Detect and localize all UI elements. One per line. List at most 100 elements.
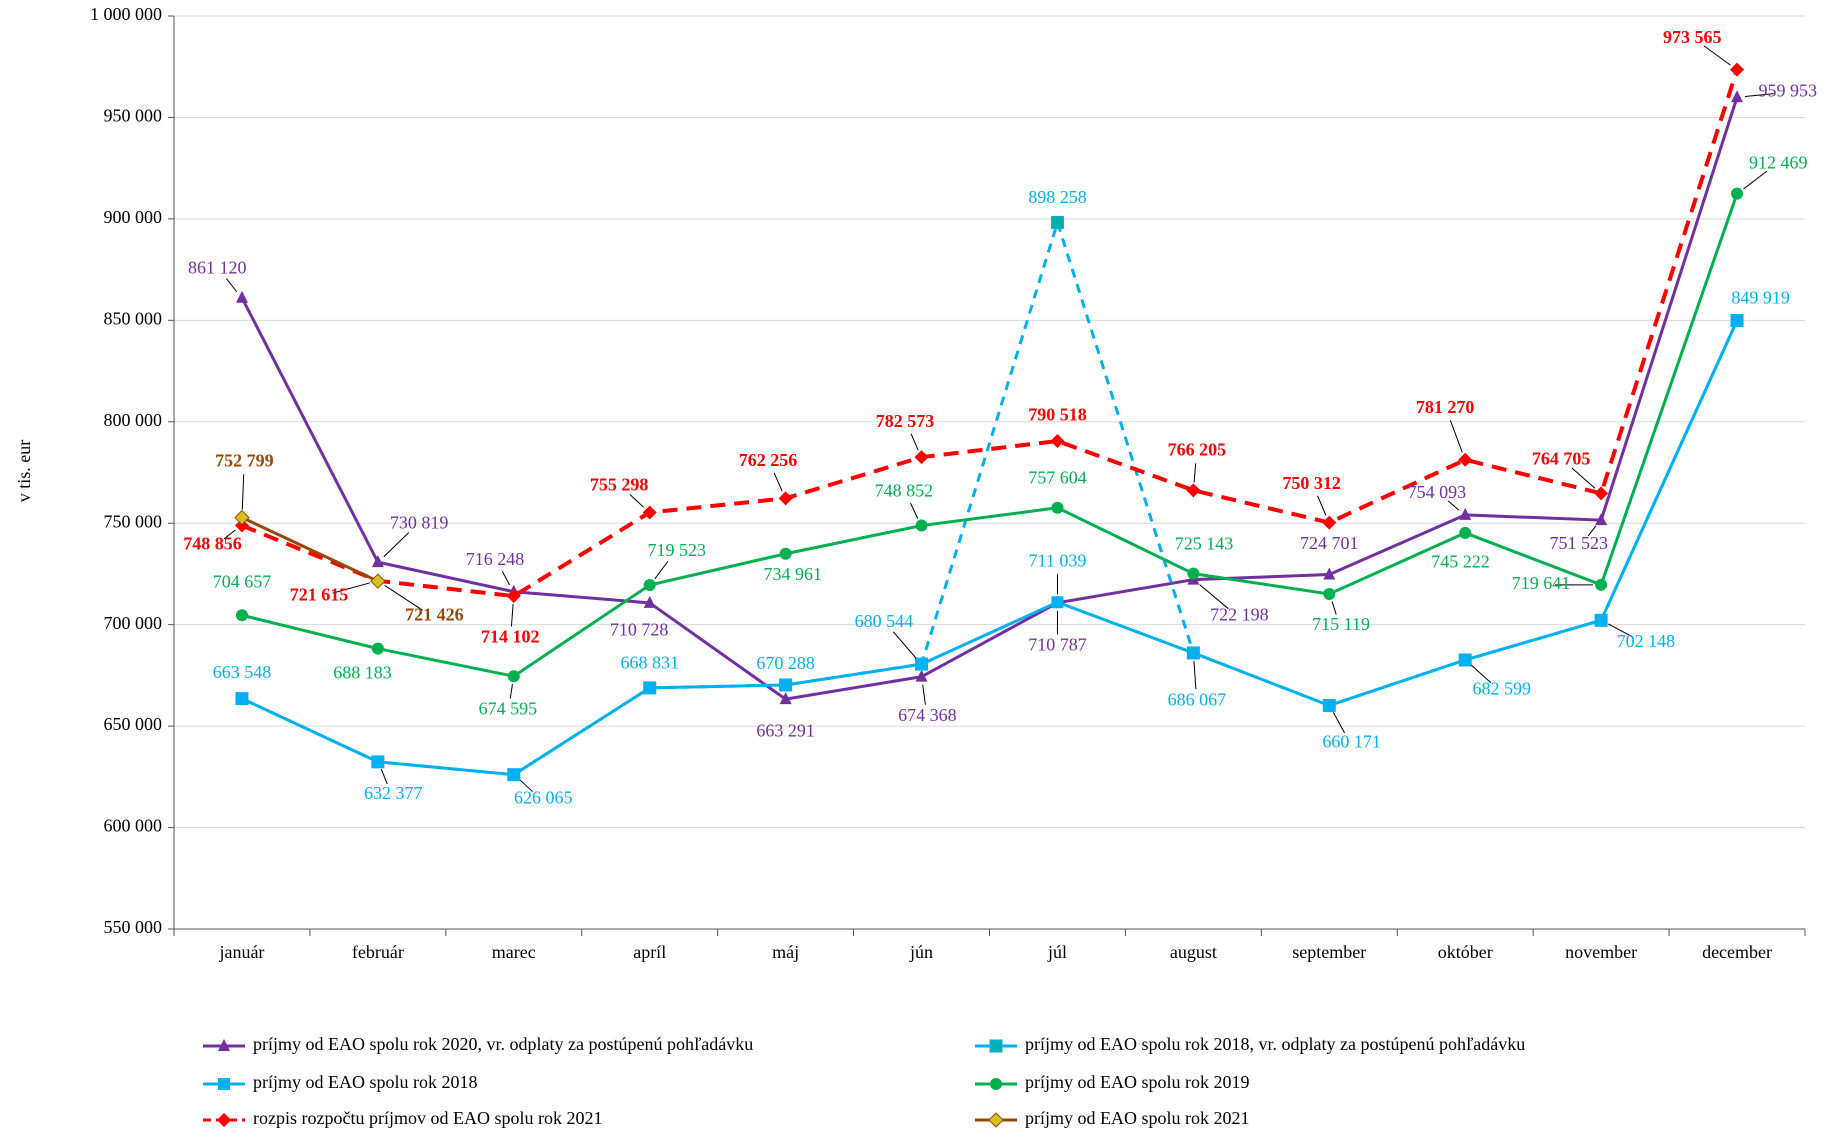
y-tick-label: 750 000	[104, 511, 163, 531]
data-label: 702 148	[1617, 631, 1676, 651]
x-tick-label: október	[1438, 942, 1493, 962]
y-axis-title: v tis. eur	[14, 440, 34, 503]
data-label: 754 093	[1408, 482, 1467, 502]
x-tick-label: jún	[909, 942, 933, 962]
marker	[1731, 187, 1744, 200]
data-label: 721 426	[405, 605, 464, 625]
leader-line	[1449, 420, 1463, 453]
leader-line	[910, 433, 919, 451]
data-label: 680 544	[855, 611, 914, 631]
marker	[1458, 452, 1473, 467]
leader-line	[1193, 660, 1197, 690]
marker	[779, 547, 792, 560]
data-label: 898 258	[1028, 187, 1087, 207]
y-tick-label: 550 000	[104, 917, 163, 937]
marker	[778, 491, 793, 506]
leader-line	[1744, 93, 1774, 98]
series-line	[241, 319, 1739, 777]
marker	[1731, 90, 1744, 103]
data-label: 766 205	[1168, 440, 1227, 460]
marker	[507, 768, 520, 781]
marker	[1595, 513, 1608, 526]
y-tick-label: 600 000	[104, 816, 163, 836]
data-label: 660 171	[1322, 731, 1381, 751]
leader-line	[773, 472, 783, 492]
data-label: 757 604	[1028, 468, 1087, 488]
marker	[915, 658, 928, 671]
data-label: 674 368	[898, 705, 957, 725]
marker	[371, 755, 384, 768]
data-label: 750 312	[1282, 473, 1341, 493]
marker	[370, 573, 386, 589]
legend-label: príjmy od EAO spolu rok 2018, vr. odplat…	[1025, 1034, 1525, 1054]
leader-line	[910, 502, 919, 519]
x-tick-label: marec	[492, 942, 536, 962]
legend-label: príjmy od EAO spolu rok 2019	[1025, 1072, 1250, 1092]
data-label: 745 222	[1431, 552, 1490, 572]
x-tick-label: júl	[1047, 942, 1067, 962]
marker	[1731, 314, 1744, 327]
leader-line	[380, 768, 388, 785]
data-label: 790 518	[1028, 404, 1087, 424]
data-label: 711 039	[1029, 550, 1087, 570]
marker	[1594, 486, 1609, 501]
legend-label: rozpis rozpočtu príjmov od EAO spolu rok…	[253, 1108, 602, 1128]
x-tick-label: august	[1170, 942, 1217, 962]
leader-line	[1447, 500, 1460, 511]
marker	[235, 609, 248, 622]
leader-line	[1317, 495, 1327, 516]
leader-line	[1608, 623, 1634, 638]
data-label: 716 248	[466, 549, 525, 569]
data-label: 764 705	[1532, 449, 1591, 469]
legend-label: príjmy od EAO spolu rok 2018	[253, 1072, 478, 1092]
series-line	[241, 193, 1739, 678]
leader-line	[226, 278, 238, 293]
marker	[507, 670, 520, 683]
leader-line	[1703, 45, 1731, 66]
data-label: 751 523	[1549, 533, 1608, 553]
marker	[915, 669, 928, 682]
legend-label: príjmy od EAO spolu rok 2020, vr. odplat…	[253, 1034, 753, 1054]
marker	[235, 290, 248, 303]
x-tick-label: november	[1565, 942, 1637, 962]
marker	[218, 1039, 230, 1051]
marker	[914, 450, 929, 465]
marker	[1730, 62, 1745, 77]
data-label: 682 599	[1472, 679, 1531, 699]
leader-line	[629, 493, 644, 508]
marker	[235, 692, 248, 705]
data-label: 725 143	[1175, 534, 1234, 554]
leader-line	[1193, 463, 1197, 483]
data-label: 762 256	[739, 450, 798, 470]
leader-line	[1571, 467, 1596, 489]
data-label: 674 595	[479, 698, 538, 718]
marker	[779, 692, 792, 705]
data-label: 719 523	[648, 540, 707, 560]
x-tick-label: máj	[772, 942, 799, 962]
leader-line	[1199, 584, 1229, 610]
y-tick-label: 850 000	[104, 308, 163, 328]
marker	[234, 509, 250, 526]
marker	[779, 678, 792, 691]
y-tick-label: 950 000	[104, 106, 163, 126]
leader-line	[1332, 712, 1345, 734]
data-label: 722 198	[1210, 604, 1269, 624]
y-tick-label: 900 000	[104, 207, 163, 227]
data-label: 782 573	[876, 411, 935, 431]
data-label: 670 288	[756, 653, 815, 673]
marker	[371, 555, 384, 568]
marker	[642, 505, 657, 520]
data-label: 724 701	[1300, 533, 1359, 553]
y-tick-label: 650 000	[104, 714, 163, 734]
y-tick-label: 700 000	[104, 613, 163, 633]
leader-line	[384, 585, 423, 611]
x-tick-label: september	[1292, 942, 1366, 962]
leader-line	[509, 684, 513, 699]
marker	[1187, 646, 1200, 659]
leader-line	[892, 631, 917, 659]
marker	[643, 595, 656, 608]
leader-line	[1743, 170, 1768, 190]
data-label: 730 819	[390, 513, 449, 533]
x-tick-label: január	[218, 942, 264, 962]
y-tick-label: 1 000 000	[90, 4, 162, 24]
